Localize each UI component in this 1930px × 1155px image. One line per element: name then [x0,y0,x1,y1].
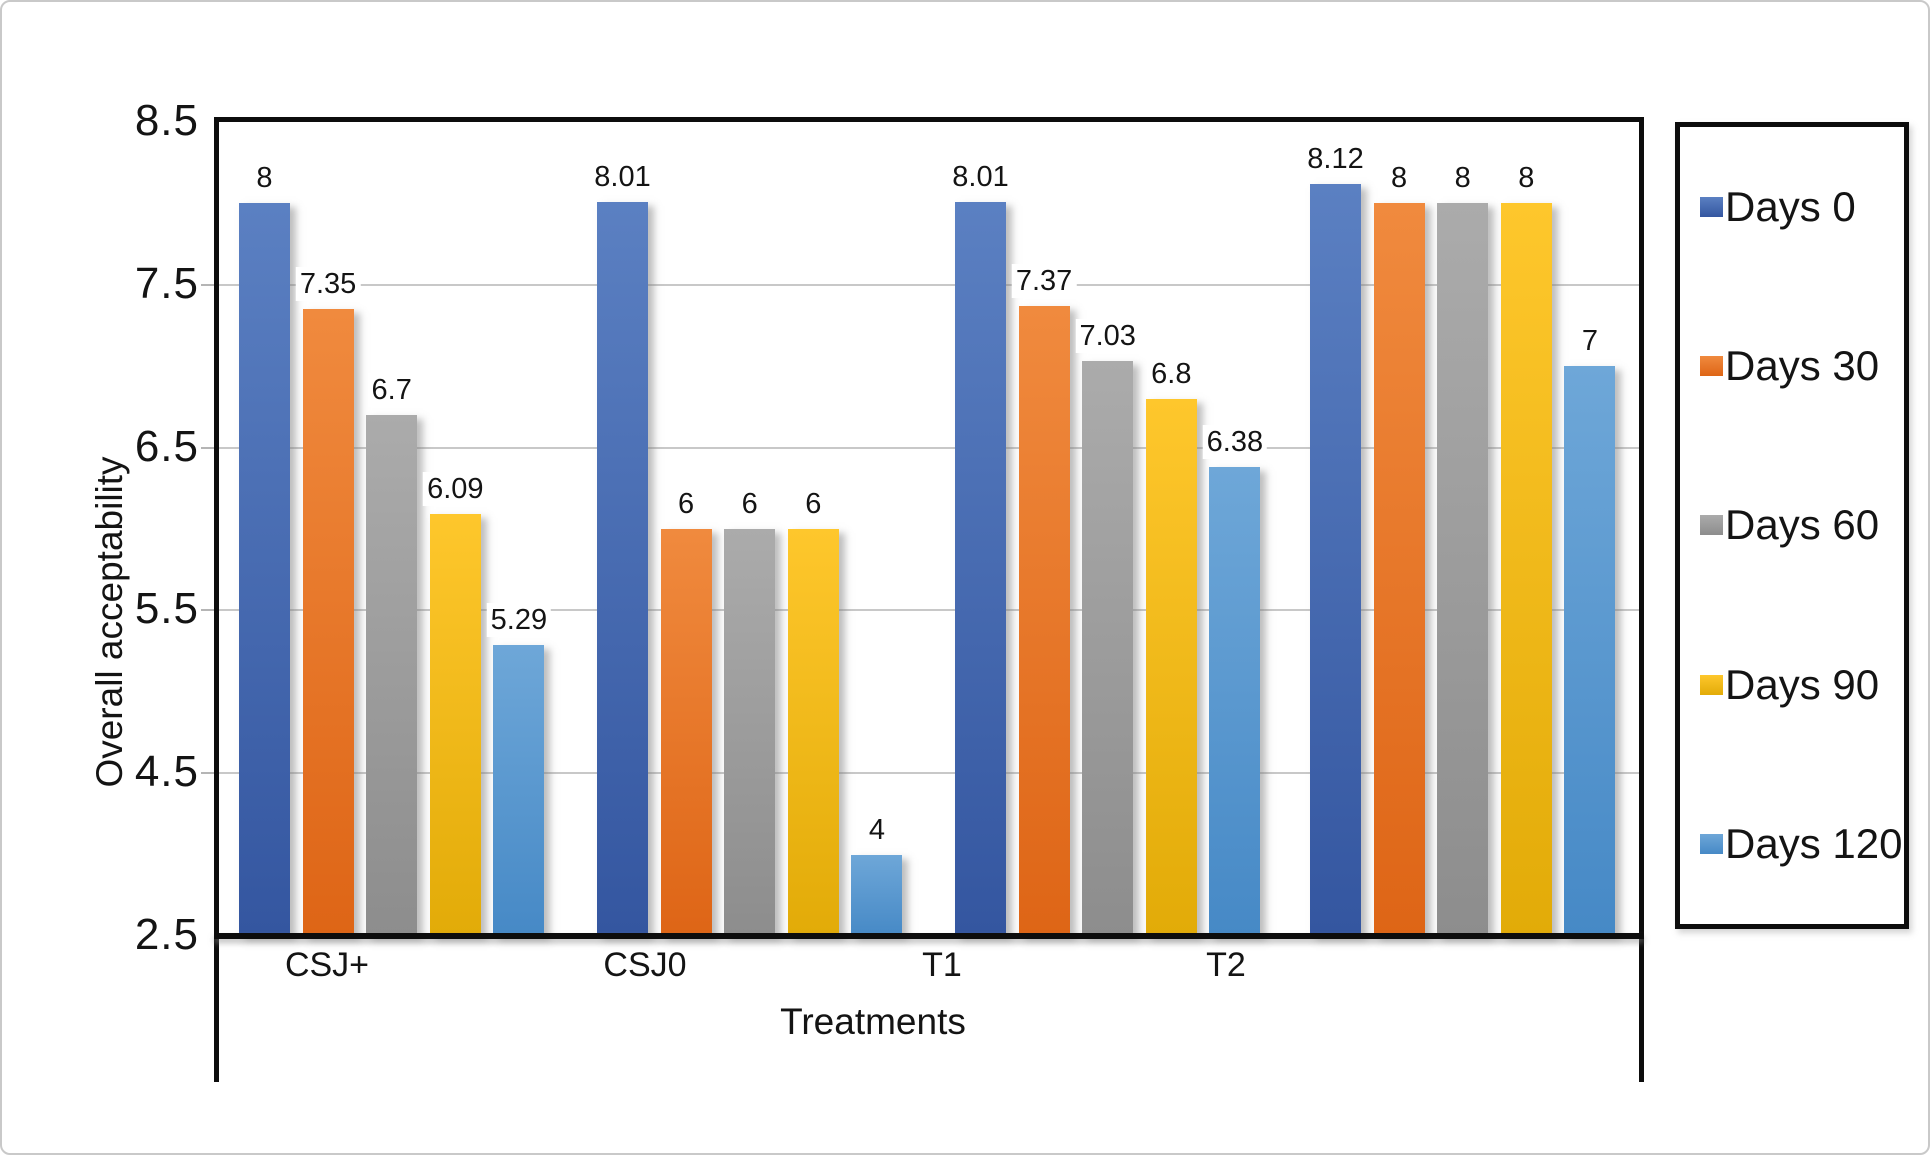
bar-days-30-T1 [1018,305,1070,936]
bar-value-label: 6 [801,487,826,521]
bar-value-label: 6.7 [367,373,416,408]
legend-swatch-icon [1700,196,1723,217]
legend-label: Days 0 [1725,182,1856,230]
bar-value-label: 6.09 [423,472,488,507]
bar-days-90-T1 [1145,398,1197,936]
bar-value-label: 7.37 [1011,263,1077,298]
y-axis-tickmark [201,772,214,775]
category-label-t2: T2 [1206,946,1246,984]
legend-label: Days 30 [1725,342,1880,390]
bar-value-label: 8.12 [1303,141,1368,176]
legend-swatch-icon [1700,834,1723,855]
bar-days-90-T2 [1500,203,1552,936]
bar-days-120-T2 [1564,366,1616,936]
x-axis-title: Treatments [780,1001,966,1042]
bar-value-label: 8 [1514,161,1539,196]
bar-value-label: 8.01 [590,159,655,194]
bar-days-90-CSJ+ [429,514,481,936]
y-tick-label: 2.5 [134,910,199,959]
bar-value-label: 7.03 [1075,319,1140,354]
bar-value-label: 7.35 [295,267,361,302]
legend-swatch-icon [1700,356,1723,377]
legend-swatch-icon [1700,674,1723,695]
bar-days-120-CSJ+ [493,644,545,936]
bar-value-label: 8 [1450,161,1475,196]
legend: Days 0 Days 30 Days 60 Days 90 Days 120 [1675,122,1909,929]
bar-days-60-T2 [1437,203,1489,936]
gridline [219,609,1639,612]
bar-value-label: 6 [737,487,762,521]
legend-item-days-120: Days 120 [1700,820,1904,868]
plot-area-border [214,117,1644,1082]
bar-value-label: 4 [864,812,889,847]
legend-item-days-30: Days 30 [1700,342,1904,390]
y-tick-label: 6.5 [134,421,199,471]
bar-days-60-CSJ+ [366,415,418,936]
y-axis-tickmark [201,609,214,612]
bar-days-30-CSJ+ [302,309,354,936]
bar-value-label: 8 [252,161,277,196]
bar-days-0-CSJ+ [239,203,290,936]
x-axis-line [214,933,1644,939]
bar-value-label: 7 [1577,324,1602,359]
bar-days-60-T1 [1082,361,1134,936]
y-tick-label: 5.5 [134,584,199,634]
y-tick-label: 7.5 [134,258,199,308]
bar-days-120-CSJ0 [851,854,903,936]
gridline [219,446,1639,449]
bar-days-0-T2 [1310,183,1361,936]
legend-label: Days 120 [1725,820,1903,868]
y-tick-label: 8.5 [134,96,199,145]
bar-days-0-T1 [955,201,1006,936]
legend-item-days-0: Days 0 [1700,183,1904,231]
legend-item-days-60: Days 60 [1700,501,1904,549]
y-axis-tickmark [201,446,214,449]
category-label-csj: CSJ+ [284,946,370,984]
bar-days-90-CSJ0 [787,529,839,936]
gridline [219,772,1639,775]
bar-days-30-T2 [1373,203,1425,936]
y-axis-tickmark [201,283,214,286]
legend-label: Days 60 [1725,501,1880,549]
bar-days-0-CSJ0 [597,201,648,936]
bar-value-label: 5.29 [486,602,552,637]
bar-days-120-T1 [1209,467,1261,936]
bar-days-30-CSJ0 [660,529,712,936]
category-label-csj0: CSJ0 [603,946,687,984]
legend-item-days-90: Days 90 [1700,661,1904,709]
legend-swatch-icon [1700,515,1723,536]
y-tick-label: 4.5 [134,747,199,797]
category-label-t1: T1 [922,946,962,984]
bar-value-label: 8 [1387,161,1412,196]
bar-value-label: 6 [674,487,699,521]
legend-label: Days 90 [1725,660,1880,708]
bar-value-label: 6.38 [1202,425,1268,460]
bar-value-label: 8.01 [948,159,1013,194]
bar-value-label: 6.8 [1147,356,1196,391]
bar-days-60-CSJ0 [724,529,776,936]
gridline [219,283,1639,286]
